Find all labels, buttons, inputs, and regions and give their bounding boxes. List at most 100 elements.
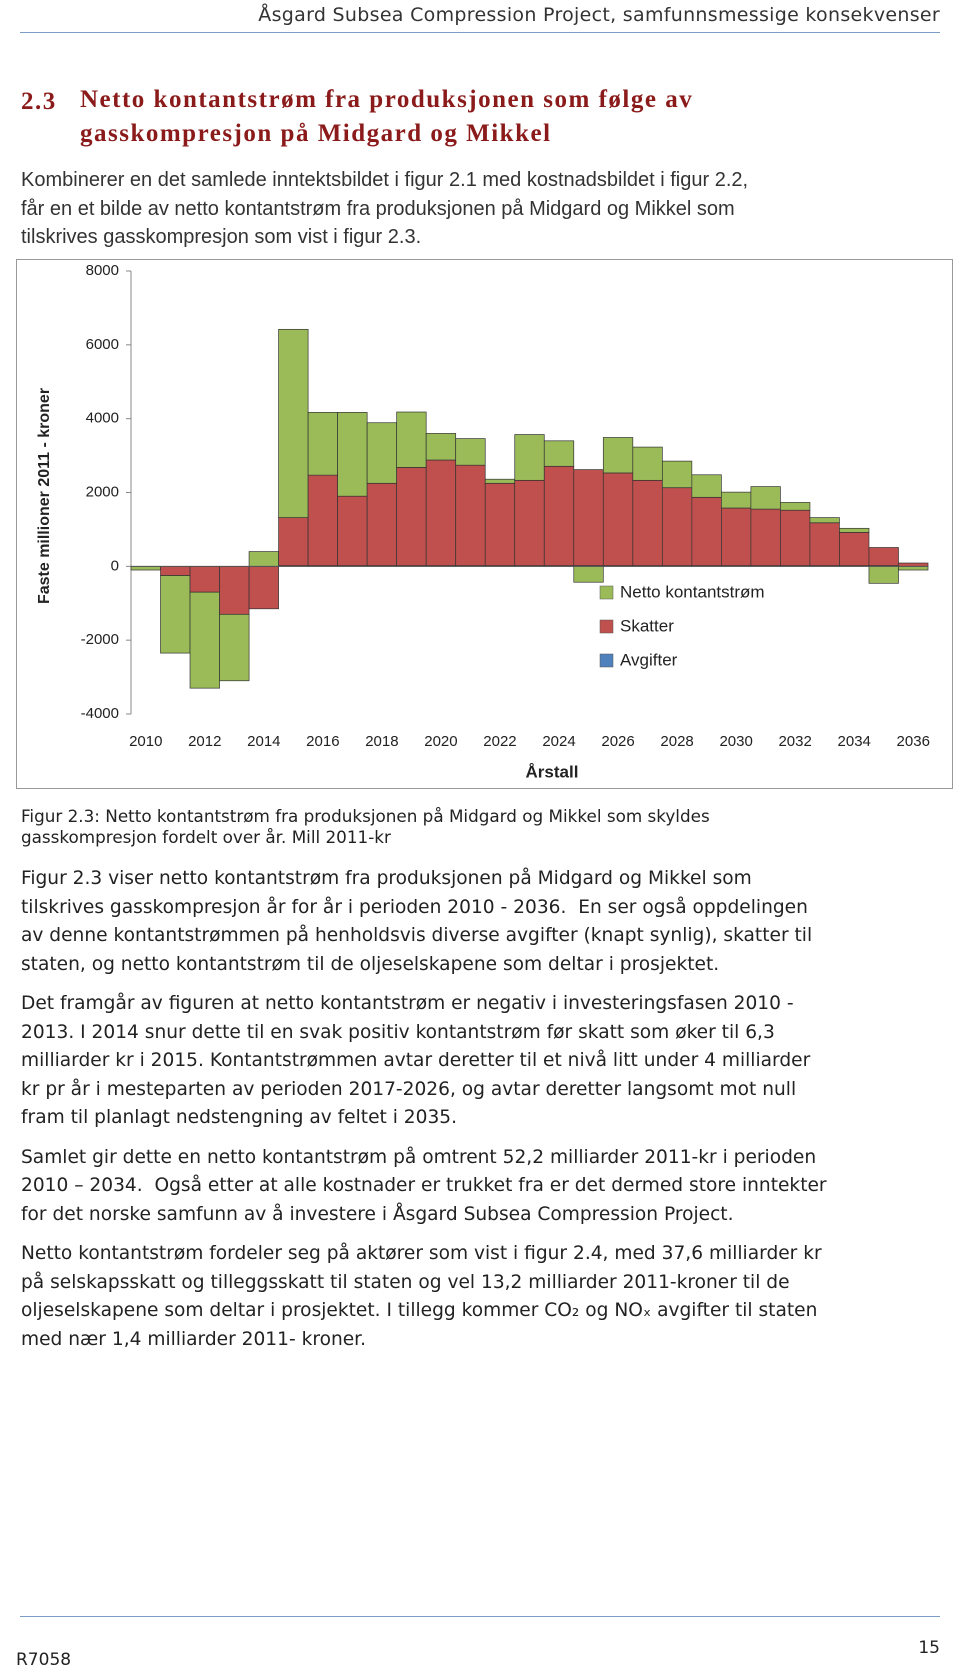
report-number: R7058 bbox=[16, 1650, 72, 1670]
paragraph: Det framgår av figuren at netto kontants… bbox=[21, 990, 827, 1133]
bar-segment bbox=[868, 547, 899, 566]
legend-swatch bbox=[599, 619, 614, 634]
x-tick-label: 2032 bbox=[778, 733, 811, 750]
text-line: oljeselskapene som deltar i prosjektet. … bbox=[21, 1300, 818, 1321]
x-tick-label: 2012 bbox=[188, 733, 221, 750]
text-line: med nær 1,4 milliarder 2011- kroner. bbox=[21, 1328, 367, 1350]
bar-segment bbox=[691, 496, 722, 566]
bar-segment bbox=[868, 565, 899, 584]
x-tick-label: 2034 bbox=[838, 733, 871, 750]
bar-segment bbox=[219, 565, 250, 615]
caption-line: Figur 2.3: Netto kontantstrøm fra produk… bbox=[21, 806, 710, 826]
bar-segment bbox=[602, 437, 634, 474]
x-tick-label: 2028 bbox=[660, 733, 693, 750]
bar-segment bbox=[160, 565, 191, 576]
section-number: 2.3 bbox=[21, 88, 57, 115]
bar-segment bbox=[661, 460, 693, 489]
caption-line: gasskompresjon fordelt over år. Mill 201… bbox=[21, 827, 391, 847]
bar-segment bbox=[307, 412, 338, 476]
y-tick-label: 2000 bbox=[86, 483, 119, 500]
bar-segment bbox=[514, 434, 545, 481]
paragraph: Samlet gir dette en netto kontantstrøm p… bbox=[21, 1144, 827, 1230]
bar-segment bbox=[839, 527, 870, 533]
bar-segment bbox=[661, 487, 693, 566]
x-tick-label: 2010 bbox=[129, 733, 162, 750]
x-tick-label: 2036 bbox=[897, 733, 930, 750]
text-line: Det framgår av figuren at netto kontants… bbox=[21, 993, 794, 1014]
bar-segment bbox=[278, 328, 309, 518]
y-tick-label: 0 bbox=[111, 557, 119, 574]
paragraph: Netto kontantstrøm fordeler seg på aktør… bbox=[21, 1240, 827, 1354]
intro: Kombinerer en det samlede inntektsbildet… bbox=[21, 166, 748, 252]
title-line: Netto kontantstrøm fra produksjonen som … bbox=[80, 86, 694, 113]
bar-segment bbox=[396, 467, 427, 566]
y-tick-label: 8000 bbox=[86, 262, 119, 279]
bar-segment bbox=[366, 482, 398, 566]
bar-segment bbox=[307, 474, 338, 566]
y-axis-title: Faste millioner 2011 - kroner bbox=[36, 388, 53, 604]
bar-segment bbox=[337, 495, 368, 566]
bar-segment bbox=[543, 440, 575, 467]
bar-segment bbox=[455, 438, 486, 466]
bar-segment bbox=[219, 613, 250, 682]
header-rule bbox=[20, 32, 940, 33]
bar-segment bbox=[396, 411, 427, 468]
text-line: av denne kontantstrømmen på henholdsvis … bbox=[21, 925, 813, 946]
text-line: for det norske samfunn av å investere i … bbox=[21, 1203, 734, 1225]
text-line: tilskrives gasskompresjon som vist i fig… bbox=[21, 226, 422, 248]
body-text: Figur 2.3 viser netto kontantstrøm fra p… bbox=[21, 865, 827, 1365]
bar-segment bbox=[809, 522, 840, 566]
bar-segment bbox=[278, 517, 309, 566]
text-line: Figur 2.3 viser netto kontantstrøm fra p… bbox=[21, 868, 752, 889]
x-axis-title: Årstall bbox=[526, 762, 579, 781]
bar-segment bbox=[248, 565, 279, 610]
x-tick-label: 2020 bbox=[424, 733, 457, 750]
x-tick-label: 2018 bbox=[365, 733, 398, 750]
y-tick-label: -2000 bbox=[81, 631, 119, 648]
text-line: milliarder kr i 2015. Kontantstrømmen av… bbox=[21, 1050, 811, 1071]
title-line: gasskompresjon på Midgard og Mikkel bbox=[80, 120, 552, 147]
x-tick-label: 2014 bbox=[247, 733, 280, 750]
bar-segment bbox=[809, 517, 840, 524]
bar-segment bbox=[573, 469, 604, 566]
text-line: 2013. I 2014 snur dette til en svak posi… bbox=[21, 1021, 775, 1043]
bar-segment bbox=[750, 508, 781, 566]
bar-segment bbox=[337, 412, 368, 497]
running-header: Åsgard Subsea Compression Project, samfu… bbox=[258, 4, 940, 26]
bar-segment bbox=[780, 502, 811, 511]
bar-segment bbox=[721, 491, 752, 509]
bar-segment bbox=[455, 464, 486, 566]
text-line: staten, og netto kontantstrøm til de olj… bbox=[21, 953, 720, 975]
text-line: tilskrives gasskompresjon år for år i pe… bbox=[21, 896, 808, 918]
text-line: får en et bilde av netto kontantstrøm fr… bbox=[21, 197, 735, 220]
text-line: fram til planlagt nedstengning av feltet… bbox=[21, 1107, 458, 1128]
figure-caption: Figur 2.3: Netto kontantstrøm fra produk… bbox=[21, 806, 710, 848]
bar-segment bbox=[543, 465, 575, 566]
text-line: 2010 – 2034. Også etter at alle kostnade… bbox=[21, 1175, 827, 1196]
bar-segment bbox=[573, 565, 604, 583]
y-tick-label: 4000 bbox=[86, 410, 119, 427]
bar-segment bbox=[514, 479, 545, 566]
text-line: Netto kontantstrøm fordeler seg på aktør… bbox=[21, 1243, 822, 1264]
bar-segment bbox=[484, 478, 516, 484]
bar-segment bbox=[484, 482, 516, 566]
y-tick-label: -4000 bbox=[81, 705, 119, 722]
x-tick-label: 2022 bbox=[483, 733, 516, 750]
x-tick-label: 2016 bbox=[306, 733, 339, 750]
bar-segment bbox=[425, 433, 457, 461]
legend-label: Skatter bbox=[620, 616, 674, 635]
x-tick-label: 2024 bbox=[542, 733, 575, 750]
text-line: kr pr år i mesteparten av perioden 2017-… bbox=[21, 1078, 797, 1100]
bar-segment bbox=[366, 422, 398, 484]
legend-label: Avgifter bbox=[620, 650, 678, 669]
chart: Årstall Faste millioner 2011 - kroner -4… bbox=[16, 259, 953, 789]
bar-segment bbox=[691, 474, 722, 498]
text-line: på selskapsskatt og tilleggsskatt til st… bbox=[21, 1271, 790, 1293]
legend-swatch bbox=[599, 585, 614, 600]
x-tick-label: 2026 bbox=[601, 733, 634, 750]
footer-rule bbox=[20, 1616, 940, 1617]
y-tick-label: 6000 bbox=[86, 336, 119, 353]
section-title: Netto kontantstrøm fra produksjonen som … bbox=[80, 86, 693, 154]
x-tick-label: 2030 bbox=[719, 733, 752, 750]
